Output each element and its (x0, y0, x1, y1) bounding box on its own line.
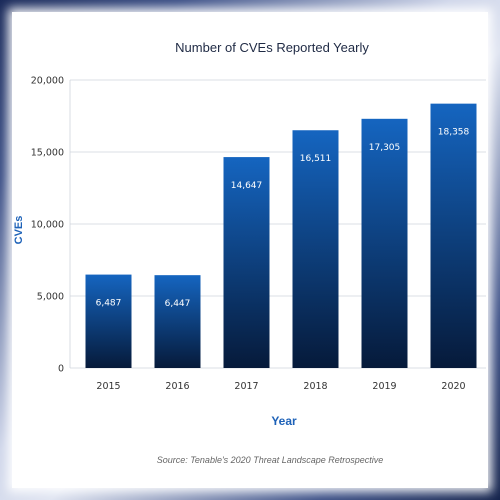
x-axis: 2015 2016 2017 2018 2019 2020 (96, 381, 465, 392)
x-tick-label: 2018 (303, 381, 327, 392)
bar-value-label: 14,647 (231, 181, 263, 191)
x-tick-label: 2020 (441, 381, 465, 392)
bar-2020 (430, 103, 477, 368)
x-axis-label: Year (271, 414, 297, 428)
bar-2017 (223, 157, 270, 368)
bars-group: 6,487 6,447 14,647 16,511 17,305 18,358 (85, 103, 477, 368)
bar-value-label: 17,305 (369, 143, 401, 153)
bar-value-label: 18,358 (438, 128, 470, 138)
x-tick-label: 2019 (372, 381, 396, 392)
y-axis-label: CVEs (13, 216, 25, 245)
source-note: Source: Tenable's 2020 Threat Landscape … (157, 455, 384, 465)
y-tick-label: 0 (58, 364, 64, 375)
bar-value-label: 6,487 (96, 299, 122, 309)
y-tick-label: 20,000 (31, 76, 64, 87)
bar-2016 (154, 275, 201, 368)
bar-value-label: 16,511 (300, 154, 332, 164)
chart-title: Number of CVEs Reported Yearly (175, 40, 369, 55)
bar-chart: Number of CVEs Reported Yearly 0 5,000 10,… (13, 40, 486, 465)
bar-2018 (292, 130, 339, 368)
bar-2019 (361, 118, 408, 368)
y-tick-label: 15,000 (31, 148, 64, 159)
bar-2015 (85, 274, 132, 368)
y-axis: 0 5,000 10,000 15,000 20,000 (31, 76, 486, 375)
bar-value-label: 6,447 (165, 299, 191, 309)
y-tick-label: 5,000 (37, 292, 64, 303)
x-tick-label: 2015 (96, 381, 120, 392)
x-tick-label: 2017 (234, 381, 258, 392)
chart-panel: Number of CVEs Reported Yearly 0 5,000 10,… (12, 12, 488, 488)
y-tick-label: 10,000 (31, 220, 64, 231)
x-tick-label: 2016 (165, 381, 189, 392)
